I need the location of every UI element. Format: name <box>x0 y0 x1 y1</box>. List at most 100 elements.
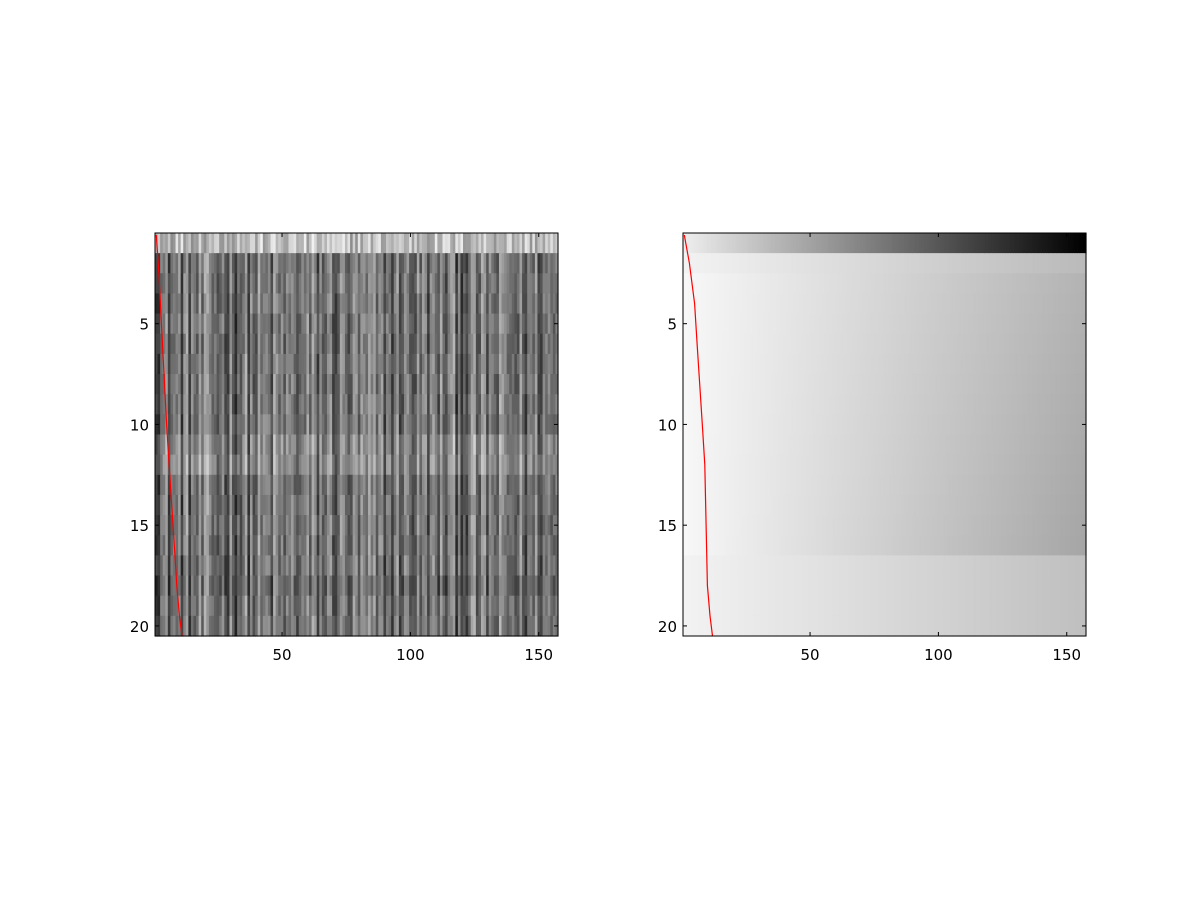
heatmap-cell <box>1021 374 1025 395</box>
heatmap-cell <box>854 273 859 295</box>
heatmap-cell <box>298 515 302 536</box>
heatmap-cell <box>257 494 261 516</box>
heatmap-cell <box>211 353 215 375</box>
heatmap-cell <box>342 575 346 597</box>
heatmap-cell <box>288 474 292 496</box>
heatmap-cell <box>511 494 515 516</box>
heatmap-cell <box>165 615 169 637</box>
heatmap-cell <box>239 494 243 516</box>
heatmap-cell <box>1001 374 1005 395</box>
heatmap-cell <box>952 333 956 355</box>
heatmap-cell <box>1055 273 1059 295</box>
heatmap-cell <box>421 394 426 415</box>
heatmap-cell <box>1039 414 1043 436</box>
heatmap-cell <box>170 474 174 496</box>
heatmap-cell <box>522 555 526 577</box>
heatmap-cell <box>239 434 243 456</box>
heatmap-cell <box>834 253 838 274</box>
heatmap-cell <box>806 313 810 335</box>
heatmap-cell <box>942 454 946 476</box>
heatmap-cell <box>214 353 218 375</box>
heatmap-cell <box>475 595 480 617</box>
heatmap-cell <box>965 434 969 456</box>
heatmap-cell <box>962 374 966 395</box>
heatmap-cell <box>762 253 766 274</box>
heatmap-cell <box>352 253 356 274</box>
heatmap-cell <box>162 233 166 254</box>
heatmap-cell <box>244 333 249 355</box>
heatmap-cell <box>432 555 436 577</box>
heatmap-cell <box>1073 293 1077 315</box>
heatmap-cell <box>1034 434 1038 456</box>
heatmap-cell <box>693 394 697 415</box>
heatmap-cell <box>826 233 830 254</box>
heatmap-cell <box>545 374 549 395</box>
heatmap-cell <box>1078 293 1082 315</box>
heatmap-cell <box>445 535 449 556</box>
heatmap-cell <box>726 293 730 315</box>
heatmap-cell <box>416 555 420 577</box>
heatmap-cell <box>983 293 987 315</box>
heatmap-cell <box>165 233 169 254</box>
heatmap-cell <box>270 374 274 395</box>
heatmap-cell <box>203 494 207 516</box>
heatmap-cell <box>198 313 202 335</box>
heatmap-cell <box>511 353 515 375</box>
heatmap-cell <box>724 454 728 476</box>
heatmap-cell <box>532 434 536 456</box>
heatmap-cell <box>324 535 328 556</box>
heatmap-cell <box>306 414 310 436</box>
heatmap-cell <box>824 394 828 415</box>
heatmap-cell <box>706 434 710 456</box>
heatmap-cell <box>852 374 856 395</box>
heatmap-cell <box>450 253 454 274</box>
heatmap-cell <box>321 535 326 556</box>
heatmap-cell <box>829 253 833 274</box>
heatmap-cell <box>337 595 341 617</box>
heatmap-cell <box>824 293 828 315</box>
heatmap-cell <box>483 555 487 577</box>
heatmap-cell <box>255 293 259 315</box>
heatmap-cell <box>262 454 266 476</box>
heatmap-cell <box>242 535 246 556</box>
heatmap-cell <box>465 454 469 476</box>
heatmap-cell <box>452 414 456 436</box>
heatmap-cell <box>380 333 385 355</box>
heatmap-cell <box>808 454 812 476</box>
heatmap-cell <box>498 374 503 395</box>
heatmap-cell <box>921 233 925 254</box>
heatmap-cell <box>509 515 513 536</box>
heatmap-cell <box>157 535 161 556</box>
heatmap-cell <box>777 434 782 456</box>
heatmap-cell <box>765 273 769 295</box>
heatmap-cell <box>393 615 397 637</box>
heatmap-cell <box>1011 434 1015 456</box>
heatmap-cell <box>357 273 361 295</box>
heatmap-cell <box>373 555 377 577</box>
heatmap-cell <box>257 434 261 456</box>
heatmap-cell <box>803 313 807 335</box>
heatmap-cell <box>332 494 336 516</box>
heatmap-cell <box>555 535 559 556</box>
heatmap-cell <box>180 474 184 496</box>
heatmap-cell <box>347 595 351 617</box>
heatmap-cell <box>695 414 699 436</box>
heatmap-cell <box>996 374 1000 395</box>
heatmap-cell <box>529 414 533 436</box>
heatmap-cell <box>1011 394 1015 415</box>
heatmap-cell <box>970 293 974 315</box>
heatmap-cell <box>1042 353 1046 375</box>
heatmap-cell <box>321 313 326 335</box>
heatmap-cell <box>396 233 400 254</box>
heatmap-cell <box>555 374 559 395</box>
heatmap-cell <box>201 414 205 436</box>
heatmap-cell <box>929 293 933 315</box>
heatmap-cell <box>819 414 823 436</box>
heatmap-cell <box>826 273 830 295</box>
heatmap-cell <box>262 474 266 496</box>
heatmap-cell <box>324 494 328 516</box>
heatmap-cell <box>488 253 492 274</box>
heatmap-cell <box>357 414 361 436</box>
heatmap-cell <box>903 233 907 254</box>
heatmap-cell <box>465 273 469 295</box>
